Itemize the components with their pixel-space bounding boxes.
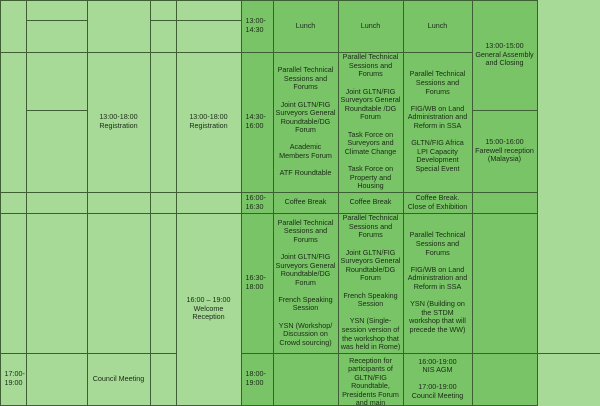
coffee-break-cell: Coffee Break bbox=[272, 191, 339, 214]
lunch-cell: Lunch bbox=[337, 0, 404, 53]
empty-cell bbox=[537, 0, 600, 354]
empty-cell bbox=[175, 0, 242, 21]
empty-cell bbox=[25, 352, 88, 406]
empty-cell bbox=[25, 212, 88, 354]
lunch-cell: Lunch bbox=[272, 0, 339, 53]
empty-cell bbox=[25, 51, 88, 111]
session-cell: Parallel Technical Sessions and Forums F… bbox=[402, 212, 473, 354]
empty-cell bbox=[149, 352, 177, 406]
time-cell: 18:00- 19:00 bbox=[240, 352, 274, 406]
empty-cell bbox=[25, 109, 88, 193]
council-meeting-cell: Council Meeting bbox=[86, 352, 151, 406]
coffee-break-cell: Coffee Break bbox=[337, 191, 404, 214]
empty-cell bbox=[0, 51, 27, 193]
empty-cell bbox=[149, 19, 177, 53]
empty-cell bbox=[86, 0, 151, 53]
session-cell: Parallel Technical Sessions and Forums J… bbox=[337, 212, 404, 354]
session-cell: Parallel Technical Sessions and Forums J… bbox=[272, 51, 339, 193]
empty-cell bbox=[149, 191, 177, 214]
empty-cell bbox=[0, 0, 27, 53]
empty-cell bbox=[149, 0, 177, 21]
empty-cell bbox=[25, 191, 88, 214]
empty-cell bbox=[0, 212, 27, 354]
empty-cell bbox=[25, 0, 88, 21]
registration-cell: 13:00-18:00 Registration bbox=[175, 51, 242, 193]
empty-cell bbox=[272, 352, 339, 406]
agm-council-cell: 16:00-19:00 NIS AGM 17:00-19:00 Council … bbox=[402, 352, 473, 406]
empty-cell bbox=[86, 212, 151, 354]
empty-cell bbox=[86, 191, 151, 214]
registration-cell: 13:00-18:00 Registration bbox=[86, 51, 151, 193]
time-cell: 16:00- 16:30 bbox=[240, 191, 274, 214]
session-cell: Parallel Technical Sessions and Forums F… bbox=[402, 51, 473, 193]
empty-cell bbox=[471, 352, 538, 406]
session-cell: Parallel Technical Sessions and Forums J… bbox=[337, 51, 404, 193]
empty-cell bbox=[471, 212, 538, 354]
time-cell: 13:00- 14:30 bbox=[240, 0, 274, 53]
farewell-reception-cell: 15:00-16:00 Farewell reception (Malaysia… bbox=[471, 109, 538, 193]
lunch-cell: Lunch bbox=[402, 0, 473, 53]
time-cell: 14:30- 16:00 bbox=[240, 51, 274, 193]
empty-cell bbox=[0, 191, 27, 214]
empty-cell bbox=[471, 191, 538, 214]
time-cell: 16:30- 18:00 bbox=[240, 212, 274, 354]
empty-cell bbox=[25, 19, 88, 53]
empty-cell bbox=[149, 51, 177, 193]
empty-cell bbox=[175, 19, 242, 53]
empty-cell bbox=[149, 212, 177, 354]
welcome-reception-cell: 16:00 – 19:00 Welcome Reception bbox=[175, 212, 242, 406]
general-assembly-cell: 13:00-15:00 General Assembly and Closing bbox=[471, 0, 538, 111]
session-cell: Parallel Technical Sessions and Forums J… bbox=[272, 212, 339, 354]
empty-cell bbox=[175, 191, 242, 214]
reception-cell: Reception for participants of GLTN/FIG R… bbox=[337, 352, 404, 406]
coffee-break-cell: Coffee Break. Close of Exhibition bbox=[402, 191, 473, 214]
time-cell: 17:00- 19:00 bbox=[0, 352, 27, 406]
